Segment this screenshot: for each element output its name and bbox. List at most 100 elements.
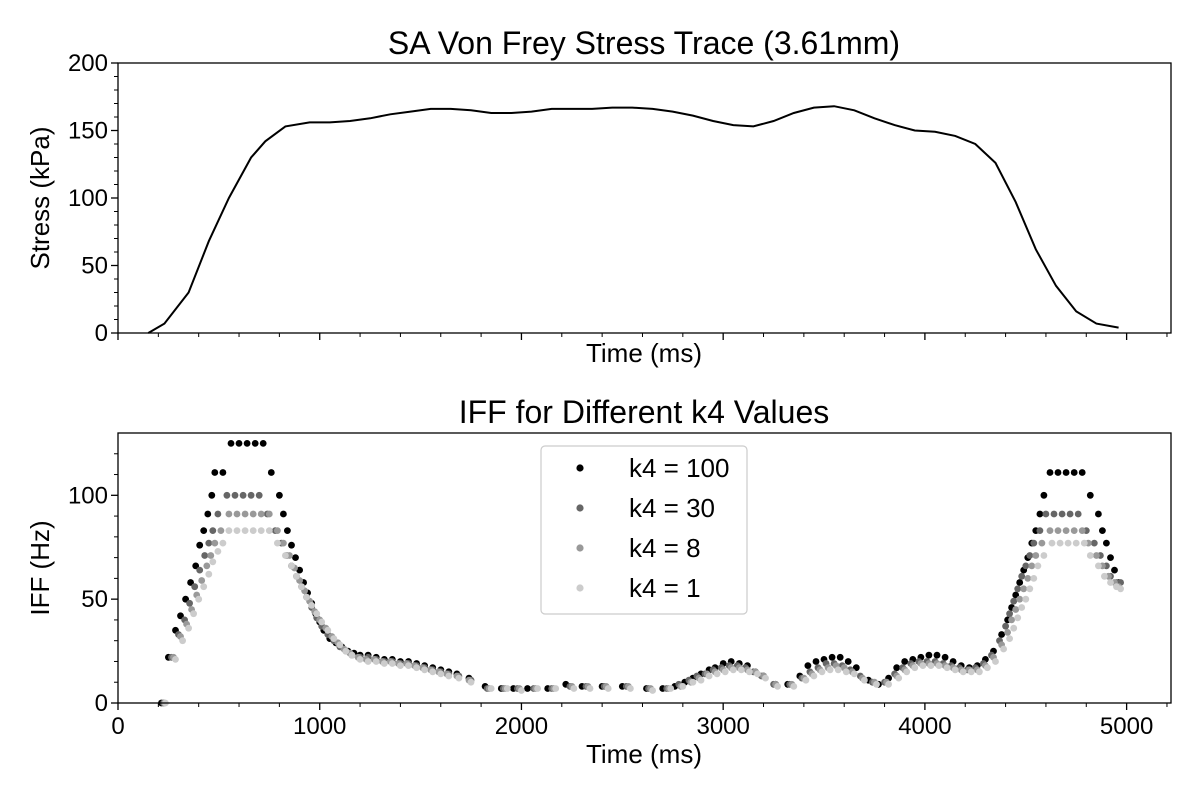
legend-label: k4 = 30	[629, 493, 715, 523]
data-point	[1090, 539, 1098, 547]
data-point	[1032, 552, 1040, 559]
data-point	[1078, 527, 1086, 534]
stress-chart-y-tick-labels: 0 50 100 150 200	[68, 50, 108, 347]
data-point	[729, 666, 737, 674]
data-point	[288, 562, 295, 570]
data-point	[308, 602, 316, 609]
data-point	[274, 539, 281, 547]
data-point	[1038, 539, 1046, 547]
data-point	[818, 668, 826, 676]
data-point	[1036, 510, 1044, 518]
data-point	[288, 541, 295, 549]
data-point	[1072, 539, 1080, 547]
data-point	[1006, 610, 1013, 618]
data-point	[1040, 491, 1048, 499]
data-point	[225, 527, 233, 534]
data-point	[746, 668, 753, 676]
data-point	[208, 491, 216, 499]
data-point	[225, 510, 233, 518]
data-point	[1093, 552, 1100, 559]
y-tick-label: 50	[81, 253, 108, 280]
data-point	[1026, 552, 1034, 559]
data-point	[198, 577, 206, 584]
data-point	[834, 666, 842, 674]
x-tick-label: 1000	[293, 713, 346, 740]
data-point	[1095, 510, 1102, 518]
data-point	[933, 651, 941, 659]
data-point	[1042, 510, 1050, 518]
data-point	[1101, 572, 1108, 580]
data-point	[1074, 510, 1082, 518]
iff-chart: IFF for Different k4 Values 0 50 100 0 1000…	[25, 394, 1172, 769]
data-point	[524, 685, 531, 692]
data-point	[518, 687, 525, 694]
data-point	[205, 570, 213, 578]
data-point	[828, 653, 836, 661]
data-point	[421, 666, 428, 674]
data-point	[241, 527, 249, 534]
legend-marker	[576, 584, 584, 592]
data-point	[1000, 645, 1007, 653]
data-point	[935, 662, 943, 669]
data-point	[1034, 562, 1042, 570]
data-point	[336, 641, 344, 649]
data-point	[348, 651, 356, 659]
data-point	[1020, 585, 1028, 593]
data-point	[487, 685, 495, 692]
data-point	[998, 631, 1005, 638]
data-point	[247, 491, 255, 499]
data-point	[903, 668, 911, 676]
legend-box	[540, 445, 748, 615]
data-point	[802, 676, 810, 684]
data-point	[233, 510, 241, 518]
data-point	[1016, 579, 1024, 586]
data-point	[209, 558, 217, 566]
data-point	[1006, 635, 1013, 642]
data-point	[209, 527, 217, 534]
data-point	[429, 668, 437, 676]
data-point	[227, 440, 235, 447]
iff-chart-y-tick-labels: 0 50 100	[68, 482, 108, 717]
data-point	[231, 491, 239, 499]
data-point	[649, 687, 656, 694]
data-point	[292, 554, 299, 561]
data-point	[1026, 585, 1034, 593]
data-point	[604, 685, 612, 692]
data-point	[455, 674, 463, 682]
data-point	[282, 552, 289, 559]
data-point	[503, 685, 511, 692]
data-point	[1014, 585, 1022, 593]
data-point	[951, 666, 959, 674]
data-point	[959, 668, 967, 676]
data-point	[280, 510, 287, 518]
data-point	[1054, 469, 1062, 476]
data-point	[1036, 527, 1044, 534]
legend-entries: k4 = 100 k4 = 30 k4 = 8 k4 = 1	[576, 453, 729, 603]
stress-chart-minor-ticks	[114, 76, 1168, 337]
data-point	[976, 668, 983, 676]
data-point	[1066, 510, 1074, 518]
data-point	[1004, 629, 1011, 636]
data-point	[721, 668, 729, 676]
y-tick-label: 50	[81, 586, 108, 613]
legend-label: k4 = 8	[629, 533, 701, 563]
data-point	[1070, 469, 1078, 476]
data-point	[233, 527, 241, 534]
data-point	[762, 674, 769, 682]
data-point	[901, 658, 909, 665]
data-point	[1062, 469, 1070, 476]
data-point	[804, 662, 812, 669]
data-point	[405, 662, 412, 669]
data-point	[211, 469, 219, 476]
data-point	[893, 664, 901, 672]
data-point	[836, 653, 844, 661]
stress-chart-major-ticks	[111, 62, 1128, 340]
data-point	[1070, 527, 1078, 534]
data-point	[1107, 554, 1114, 561]
data-point	[1058, 510, 1066, 518]
legend-marker	[576, 464, 584, 472]
data-point	[1062, 527, 1070, 534]
data-point	[274, 527, 281, 534]
x-tick-label: 0	[111, 713, 124, 740]
data-point	[388, 660, 396, 667]
